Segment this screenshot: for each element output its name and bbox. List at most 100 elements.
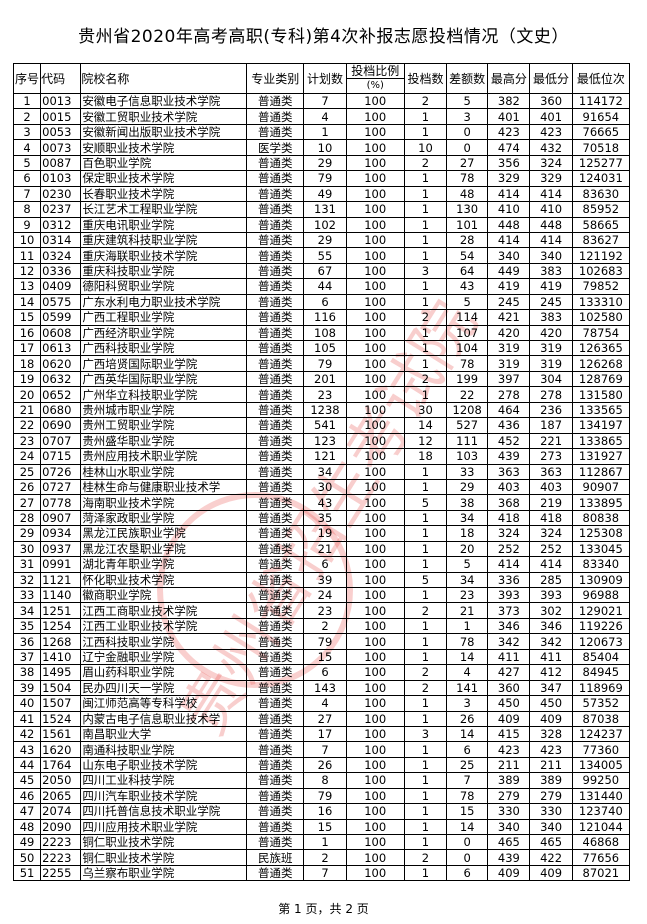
cell-school-name: 保定职业技术学院 [80,170,248,187]
cell-admitted: 2 [403,602,448,619]
cell-seq: 47 [12,803,42,820]
cell-ratio: 100 [345,695,405,712]
cell-ratio: 100 [345,386,405,403]
cell-category: 普通类 [246,494,305,511]
cell-category: 普通类 [246,818,305,836]
cell-min-rank: 118969 [571,679,631,697]
cell-shortfall: 141 [446,679,489,697]
cell-min-score: 211 [529,756,573,774]
cell-category: 普通类 [246,556,305,573]
cell-seq: 38 [12,664,42,681]
cell-min-score: 340 [529,247,573,264]
cell-min-score: 418 [529,509,573,527]
cell-shortfall: 15 [446,803,489,820]
cell-ratio: 100 [345,525,405,542]
cell-seq: 31 [12,556,42,573]
cell-min-score: 221 [529,432,573,450]
cell-min-rank: 134005 [571,756,631,774]
cell-seq: 37 [12,648,42,666]
table-row: 8 0237 长江艺术工程职业学院 普通类 131 100 1 130 410 410 85952 [12,201,631,218]
cell-shortfall: 54 [446,247,489,264]
cell-ratio: 100 [345,92,405,110]
cell-shortfall: 7 [446,772,489,789]
cell-plan: 23 [303,386,347,403]
cell-seq: 2 [12,108,42,125]
cell-max-score: 252 [487,540,531,558]
cell-code: 0652 [40,386,82,403]
cell-category: 普通类 [246,710,305,727]
cell-school-name: 闽江师范高等专科学校 [80,695,248,712]
cell-max-score: 401 [487,108,531,125]
cell-min-rank: 121192 [571,247,631,264]
cell-max-score: 340 [487,247,531,264]
cell-code: 0599 [40,309,82,326]
cell-ratio: 100 [345,710,405,727]
cell-min-score: 324 [529,154,573,172]
cell-code: 1268 [40,633,82,650]
cell-school-name: 贵州应用技术职业学院 [80,448,248,465]
cell-school-name: 湖北青年职业学院 [80,556,248,573]
cell-min-rank: 126268 [571,355,631,372]
cell-seq: 40 [12,695,42,712]
cell-admitted: 1 [403,741,448,758]
cell-category: 普通类 [246,401,305,419]
cell-code: 0087 [40,154,82,172]
cell-max-score: 319 [487,355,531,372]
cell-min-score: 423 [529,123,573,141]
cell-plan: 17 [303,725,347,743]
cell-plan: 123 [303,432,347,450]
cell-code: 0937 [40,540,82,558]
cell-min-score: 236 [529,401,573,419]
cell-ratio: 100 [345,278,405,295]
cell-min-rank: 133565 [571,401,631,419]
cell-plan: 7 [303,741,347,758]
cell-shortfall: 114 [446,309,489,326]
cell-shortfall: 6 [446,741,489,758]
table-row: 21 0680 贵州城市职业学院 普通类 1238 100 30 1208 464 236 1335… [12,401,631,419]
cell-plan: 21 [303,540,347,558]
cell-plan: 44 [303,278,347,295]
cell-shortfall: 0 [446,849,489,866]
cell-plan: 15 [303,818,347,836]
cell-plan: 79 [303,787,347,805]
cell-code: 0726 [40,463,82,480]
cell-plan: 7 [303,92,347,110]
cell-plan: 6 [303,293,347,311]
cell-ratio: 100 [345,494,405,511]
cell-school-name: 眉山药科职业学院 [80,664,248,681]
cell-min-rank: 134197 [571,417,631,434]
cell-max-score: 329 [487,170,531,187]
cell-plan: 201 [303,370,347,388]
table-row: 23 0707 贵州盛华职业学院 普通类 123 100 12 111 452 221 133865 [12,432,631,450]
cell-min-score: 278 [529,386,573,403]
cell-plan: 131 [303,201,347,218]
cell-code: 1495 [40,664,82,681]
cell-seq: 42 [12,725,42,743]
cell-max-score: 421 [487,309,531,326]
table-row: 44 1764 山东电子职业技术学院 普通类 26 100 1 25 211 211 134005 [12,756,631,774]
cell-seq: 43 [12,741,42,758]
cell-code: 0707 [40,432,82,450]
cell-seq: 23 [12,432,42,450]
cell-admitted: 1 [403,201,448,218]
cell-seq: 3 [12,123,42,141]
cell-plan: 34 [303,463,347,480]
cell-min-score: 409 [529,710,573,727]
cell-min-rank: 131440 [571,787,631,805]
cell-min-rank: 121044 [571,818,631,836]
cell-plan: 24 [303,586,347,604]
cell-category: 普通类 [246,540,305,558]
cell-shortfall: 5 [446,556,489,573]
cell-admitted: 1 [403,633,448,650]
cell-ratio: 100 [345,849,405,866]
table-row: 26 0727 桂林生命与健康职业技术学 普通类 30 100 1 29 403 403 90907 [12,478,631,496]
cell-min-rank: 77656 [571,849,631,866]
cell-max-score: 368 [487,494,531,511]
cell-min-rank: 131580 [571,386,631,403]
cell-plan: 6 [303,664,347,681]
cell-seq: 48 [12,818,42,836]
table-row: 3 0053 安徽新闻出版职业技术学院 普通类 1 100 1 0 423 423 76665 [12,123,631,141]
cell-min-score: 420 [529,324,573,342]
cell-seq: 20 [12,386,42,403]
cell-seq: 22 [12,417,42,434]
